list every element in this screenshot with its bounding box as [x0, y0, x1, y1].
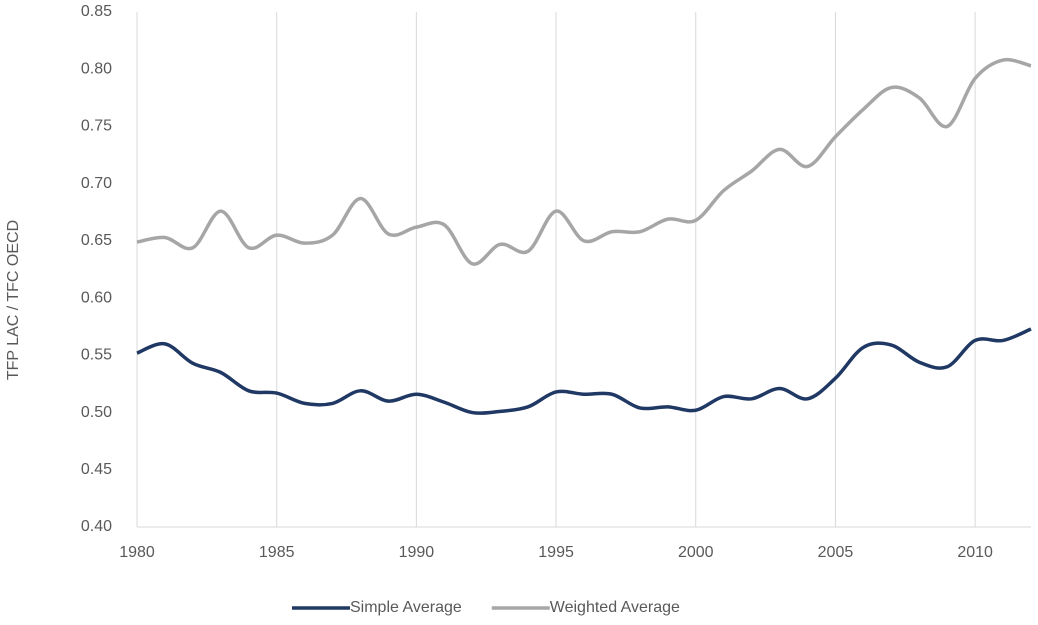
y-tick-label: 0.70	[81, 175, 112, 192]
y-tick-label: 0.55	[81, 347, 112, 364]
y-tick-label: 0.60	[81, 289, 112, 306]
x-tick-label: 1995	[538, 544, 574, 561]
y-tick-label: 0.40	[81, 518, 112, 535]
y-tick-label: 0.65	[81, 232, 112, 249]
x-tick-label: 1990	[399, 544, 435, 561]
x-tick-label: 2010	[957, 544, 993, 561]
legend-label: Weighted Average	[550, 599, 680, 616]
x-tick-label: 2005	[818, 544, 854, 561]
x-tick-label: 2000	[678, 544, 714, 561]
y-tick-label: 0.85	[81, 3, 112, 20]
y-tick-label: 0.50	[81, 404, 112, 421]
y-axis-title: TFP LAC / TFC OECD	[5, 220, 22, 380]
x-tick-label: 1985	[259, 544, 295, 561]
y-tick-label: 0.80	[81, 60, 112, 77]
legend-label: Simple Average	[350, 599, 462, 616]
line-series	[136, 327, 1032, 415]
y-tick-label: 0.75	[81, 118, 112, 135]
y-tick-label: 0.45	[81, 461, 112, 478]
line-series	[136, 57, 1032, 266]
x-tick-label: 1980	[119, 544, 155, 561]
